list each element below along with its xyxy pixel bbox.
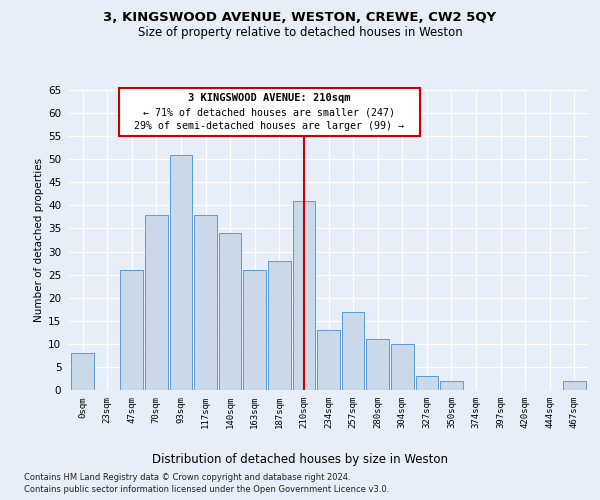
Bar: [145, 214, 167, 390]
Bar: [440, 381, 463, 390]
Text: 29% of semi-detached houses are larger (99) →: 29% of semi-detached houses are larger (…: [134, 121, 404, 131]
Bar: [244, 270, 266, 390]
Bar: [194, 214, 217, 390]
Bar: [293, 201, 315, 390]
Bar: [170, 154, 192, 390]
Bar: [563, 381, 586, 390]
FancyBboxPatch shape: [119, 88, 419, 136]
Bar: [367, 339, 389, 390]
Bar: [71, 353, 94, 390]
Y-axis label: Number of detached properties: Number of detached properties: [34, 158, 44, 322]
Bar: [121, 270, 143, 390]
Text: 3, KINGSWOOD AVENUE, WESTON, CREWE, CW2 5QY: 3, KINGSWOOD AVENUE, WESTON, CREWE, CW2 …: [103, 11, 497, 24]
Text: Contains public sector information licensed under the Open Government Licence v3: Contains public sector information licen…: [24, 485, 389, 494]
Bar: [416, 376, 438, 390]
Text: Size of property relative to detached houses in Weston: Size of property relative to detached ho…: [137, 26, 463, 39]
Bar: [391, 344, 413, 390]
Text: 3 KINGSWOOD AVENUE: 210sqm: 3 KINGSWOOD AVENUE: 210sqm: [188, 93, 351, 103]
Bar: [317, 330, 340, 390]
Text: Contains HM Land Registry data © Crown copyright and database right 2024.: Contains HM Land Registry data © Crown c…: [24, 472, 350, 482]
Bar: [219, 233, 241, 390]
Bar: [268, 261, 290, 390]
Text: Distribution of detached houses by size in Weston: Distribution of detached houses by size …: [152, 452, 448, 466]
Text: ← 71% of detached houses are smaller (247): ← 71% of detached houses are smaller (24…: [143, 107, 395, 117]
Bar: [342, 312, 364, 390]
